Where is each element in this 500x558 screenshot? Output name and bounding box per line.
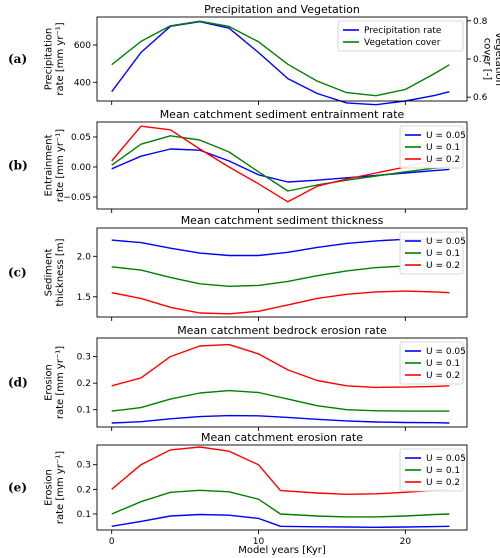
legend-box [399,448,464,492]
legend-label: U = 0.05 [426,237,466,247]
legend-label: U = 0.1 [426,359,460,369]
legend-box [399,231,464,275]
x-tick-label: 20 [400,537,412,547]
series-line-u-0-2 [111,290,450,315]
y-axis-label: Erosionrate [mm yr⁻¹] [44,451,67,524]
legend-label: U = 0.05 [426,454,466,464]
panel-title: Mean catchment bedrock erosion rate [177,324,387,337]
series-line-u-0-1 [111,264,450,287]
panel-letter: (a) [8,52,27,66]
series-line-u-0-1 [111,135,450,192]
x-tick-label: 0 [109,537,115,547]
y-tick-label: 0.3 [77,353,91,363]
series-line-u-0-2 [111,343,450,389]
series-line-u-0-1 [111,389,450,412]
legend-label: U = 0.2 [426,478,460,488]
panel-3: Mean catchment sediment thickness (c) 1.5 2… [8,214,468,321]
legend-label: U = 0.2 [426,261,460,271]
panel-5: Mean catchment erosion rate (e) 0.1 0.2 0.3 0… [8,431,468,547]
y-tick-label: 0.3 [77,461,91,471]
axes-frame [96,121,468,210]
series-line-u-0-05 [111,513,450,528]
series-line-vegetation-cover [111,20,450,97]
y2-tick-label: 0.8 [473,17,488,27]
axes-frame [96,337,468,428]
series-line-u-0-05 [111,238,450,257]
panel-1: Precipitation and Vegetation (a) 400 600 0.6… [8,3,500,106]
legend-label: U = 0.2 [426,371,460,381]
y-tick-label: 600 [74,41,91,51]
legend-label: U = 0.1 [426,143,460,153]
panel-letter: (e) [8,481,27,495]
panel-title: Mean catchment erosion rate [201,431,363,444]
axes-frame [96,444,468,531]
series-line-u-0-05 [111,414,450,424]
y-axis-label: Precipitationrate [mm yr⁻¹] [44,22,67,95]
legend-label: U = 0.05 [426,131,466,141]
y-tick-label: 1.5 [77,293,91,303]
y-tick-label: 0.1 [77,406,91,416]
x-axis-label: Model years [Kyr] [238,545,326,556]
y-tick-label: 0.05 [71,133,91,143]
x-tick-label: 10 [253,537,265,547]
y-tick-label: 0.2 [77,379,91,389]
legend-box [399,341,464,385]
legend-box [399,125,464,169]
legend: U = 0.05 U = 0.1 U = 0.2 [399,341,466,385]
axes-frame [96,227,468,318]
legend-label: U = 0.2 [426,155,460,165]
legend: U = 0.05 U = 0.1 U = 0.2 [399,231,466,275]
legend: U = 0.05 U = 0.1 U = 0.2 [399,125,466,169]
panel-title: Mean catchment sediment thickness [181,214,384,227]
panel-letter: (c) [8,266,27,280]
panel-title: Mean catchment sediment entrainment rate [160,108,405,121]
y-axis-label: Sedimentthickness [m] [44,238,67,306]
y-tick-label: 2.0 [77,252,92,262]
legend-label: U = 0.1 [426,466,460,476]
y2-axis-label: Vegetationcover [-] [482,32,500,86]
legend-label: U = 0.1 [426,249,460,259]
series-line-u-0-1 [111,489,450,518]
panel-letter: (b) [8,159,28,173]
panel-4: Mean catchment bedrock erosion rate (d) 0.… [8,324,468,431]
panel-2: Mean catchment sediment entrainment rate… [8,108,468,213]
y-axis-label: Erosionrate [mm yr⁻¹] [44,346,67,419]
legend-label: Vegetation cover [364,38,441,48]
panel-letter: (d) [8,376,28,390]
panel-title: Precipitation and Vegetation [204,3,360,16]
legend-label: U = 0.05 [426,347,466,357]
y-axis-label: Entrainmentrate [mm yr⁻¹] [44,129,67,202]
legend-label: Precipitation rate [364,26,442,36]
legend: Precipitation rate Vegetation cover [337,20,464,52]
series-line-u-0-05 [111,148,450,183]
legend-box [337,20,464,52]
y-tick-label: 400 [74,78,91,88]
y-tick-label: 0.00 [71,163,91,173]
y2-tick-label: 0.7 [473,55,487,65]
y-tick-label: 0.2 [77,485,91,495]
legend: U = 0.05 U = 0.1 U = 0.2 [399,448,466,492]
y-tick-label: −0.05 [63,193,91,203]
series-line-u-0-2 [111,446,450,495]
y2-tick-label: 0.6 [473,93,488,103]
y-tick-label: 0.1 [77,510,91,520]
